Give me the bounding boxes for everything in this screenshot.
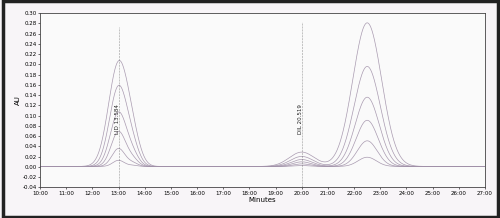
Text: DIL 20.519: DIL 20.519: [298, 104, 304, 134]
Y-axis label: AU: AU: [15, 95, 21, 105]
Text: LID 13.584: LID 13.584: [115, 104, 120, 134]
X-axis label: Minutes: Minutes: [248, 197, 276, 203]
